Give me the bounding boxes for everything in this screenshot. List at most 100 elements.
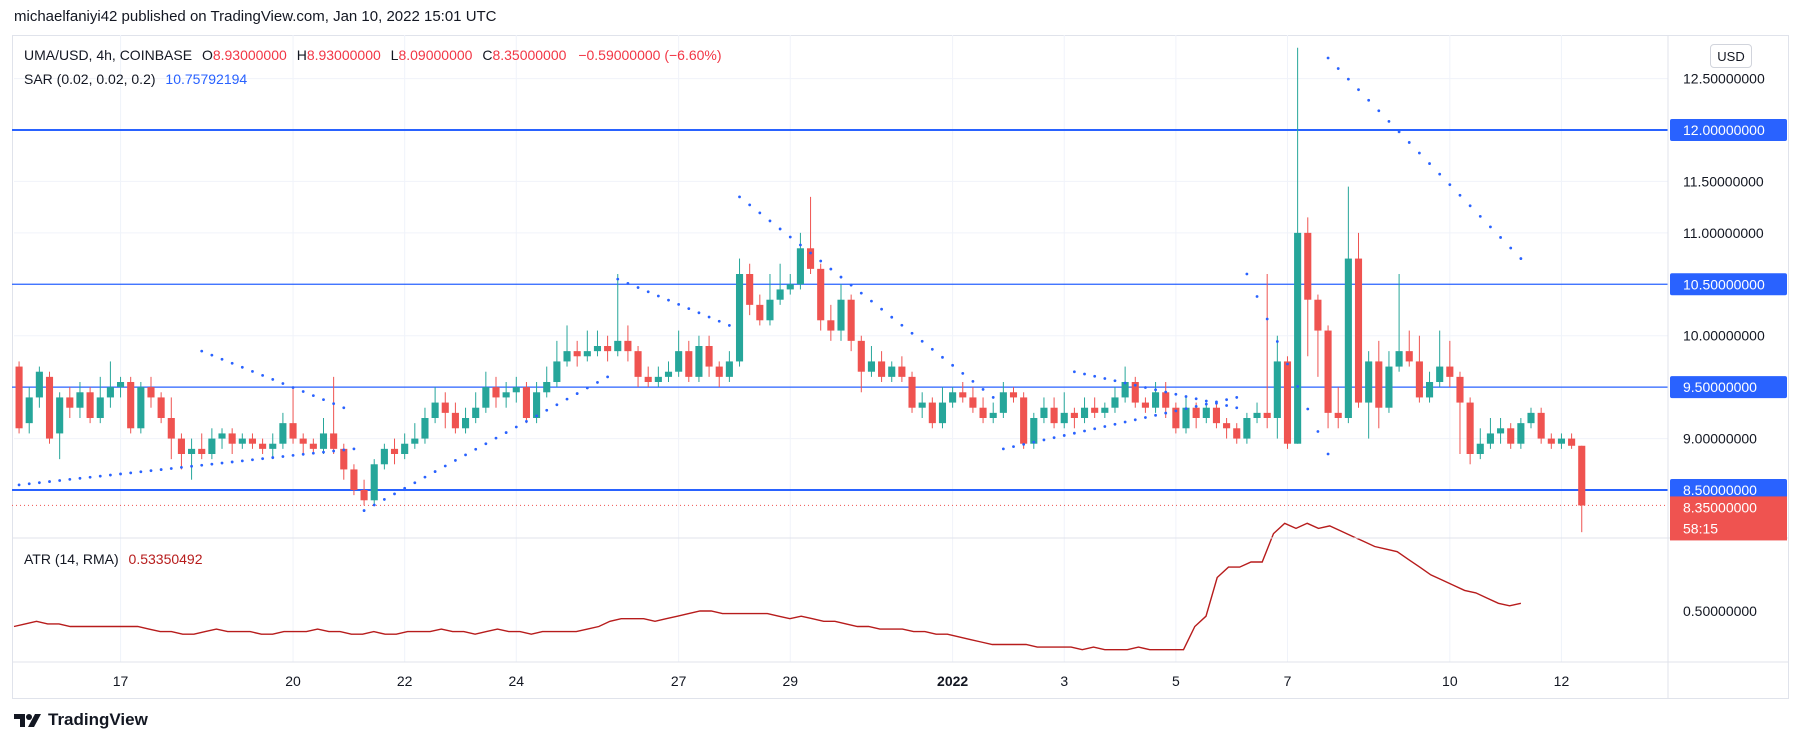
candle-up (1060, 392, 1068, 429)
sar-dot (707, 315, 711, 319)
sar-dot (129, 471, 133, 475)
sar-dot (1357, 88, 1360, 92)
sar-dot (1174, 392, 1178, 396)
sar-dot (1448, 183, 1452, 187)
candle-body (1182, 407, 1190, 429)
candle-body (867, 361, 875, 372)
sar-dot (291, 454, 295, 457)
sar-dot (1478, 214, 1482, 218)
candle-body (106, 387, 114, 398)
sar-dot (1438, 172, 1442, 176)
candle-up (56, 392, 64, 460)
candle-body (827, 320, 835, 331)
candle-down (604, 335, 612, 362)
candle-up (208, 428, 216, 460)
sar-dot (1336, 67, 1340, 70)
candle-down (147, 376, 155, 408)
candle-body (35, 371, 43, 398)
candle-body (198, 448, 206, 454)
candle-up (553, 340, 561, 388)
sar-dot (961, 371, 965, 375)
sar-dot (809, 251, 812, 255)
sar-dot (1103, 377, 1107, 380)
sar-dot (1235, 396, 1239, 399)
candle-down (15, 361, 23, 434)
sar-dot (687, 307, 691, 310)
candle-body (1020, 397, 1028, 444)
candle-body (1233, 428, 1241, 439)
candle-up (431, 387, 439, 424)
candle-down (1263, 274, 1271, 429)
candle-body (421, 418, 429, 439)
candle-up (238, 433, 246, 449)
candle-up (269, 433, 277, 460)
candle-body (350, 469, 358, 490)
sar-dot (281, 382, 285, 385)
candle-up (867, 346, 875, 377)
candle-down (573, 340, 581, 367)
candle-up (695, 335, 703, 382)
candle-body (1152, 392, 1160, 408)
candle-down (157, 392, 165, 424)
sar-dot (362, 509, 366, 512)
candle-body (1009, 392, 1018, 398)
sar-dot (1194, 397, 1198, 401)
candle-down (1334, 387, 1342, 429)
sar-dot (1032, 440, 1036, 444)
candle-up (1111, 387, 1119, 413)
candle-down (86, 387, 94, 424)
sar-dot (1387, 119, 1391, 123)
candle-up (1527, 407, 1535, 429)
sar-dot (1407, 141, 1411, 144)
sar-dot (1164, 390, 1168, 394)
atr-label[interactable]: ATR (14, RMA) (24, 551, 119, 567)
candle-body (76, 392, 84, 408)
candle-up (776, 263, 784, 305)
sar-dot (1519, 257, 1523, 260)
candle-body (644, 376, 652, 382)
candle-body (1294, 232, 1302, 444)
candle-body (624, 340, 632, 352)
candle-body (340, 448, 348, 470)
candle-down (1172, 402, 1180, 434)
sar-dot (322, 398, 325, 402)
symbol-label[interactable]: UMA/USD, 4h, COINBASE (24, 47, 193, 63)
candle-down (959, 382, 967, 403)
level-price-label: 9.50000000 (1683, 379, 1757, 395)
candle-body (1486, 433, 1494, 444)
sar-dot (210, 462, 214, 466)
candle-body (1547, 438, 1555, 444)
sar-dot (636, 286, 640, 289)
candle-up (1557, 433, 1566, 449)
candle-body (360, 490, 368, 501)
sar-dot (697, 311, 701, 315)
candle-body (1131, 382, 1139, 403)
candle-body (807, 248, 815, 269)
candle-down (908, 371, 916, 413)
candle-body (553, 361, 561, 382)
candle-down (198, 433, 206, 460)
candle-down (1456, 371, 1464, 454)
sar-dot (799, 243, 802, 247)
candle-down (1415, 335, 1423, 403)
candle-body (1091, 407, 1099, 413)
sar-dot (301, 452, 305, 456)
candle-body (563, 351, 571, 362)
sar-label[interactable]: SAR (0.02, 0.02, 0.2) (24, 71, 156, 87)
candle-body (1466, 402, 1474, 454)
candle-up (654, 366, 662, 388)
candle-body (796, 248, 804, 285)
ohlc-legend: UMA/USD, 4h, COINBASE O8.93000000 H8.930… (24, 47, 722, 63)
sar-dot (890, 315, 894, 319)
sar-dot (1113, 379, 1117, 383)
sar-dot (1286, 362, 1289, 366)
candle-body (1365, 361, 1373, 403)
candle-body (1192, 407, 1200, 418)
candle-up (35, 366, 43, 408)
sar-dot (301, 390, 305, 393)
currency-button[interactable]: USD (1710, 44, 1752, 68)
price-tick-label: 12.50000000 (1683, 71, 1765, 87)
tradingview-logo[interactable]: TradingView (14, 710, 148, 730)
candle-down (969, 387, 977, 413)
